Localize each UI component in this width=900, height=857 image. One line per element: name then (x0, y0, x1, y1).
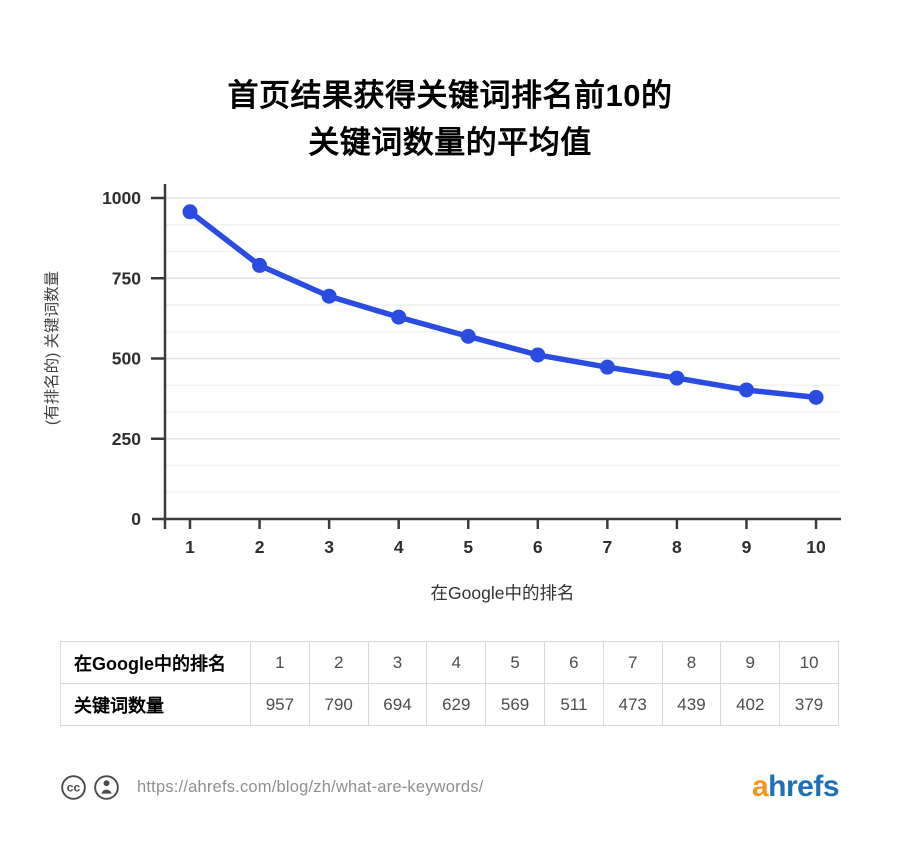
table-cell: 8 (661, 641, 722, 684)
table-row: 在Google中的排名 1 2 3 4 5 6 7 8 9 10 (60, 641, 839, 684)
ahrefs-logo: ahrefs (751, 770, 840, 803)
data-line (187, 209, 819, 401)
chart-title-line1: 首页结果获得关键词排名前10的 (227, 78, 673, 113)
table-cell: 694 (367, 683, 428, 726)
svg-text:cc: cc (67, 780, 81, 794)
table-cell: 790 (308, 683, 369, 726)
table-cell: 439 (661, 683, 722, 726)
gridlines (165, 197, 840, 493)
table-cell: 569 (485, 683, 545, 726)
cc-icon: cc (61, 774, 86, 800)
x-tick-label: 2 (255, 537, 265, 557)
x-tick-label: 6 (533, 537, 543, 557)
table-cell: 6 (543, 641, 604, 684)
data-point (321, 288, 337, 304)
data-point (252, 257, 268, 273)
y-tick-label: 1000 (102, 188, 141, 208)
table-row-label: 关键词数量 (60, 683, 251, 726)
x-tick-label: 3 (324, 537, 334, 557)
table-cell: 957 (250, 683, 310, 726)
x-tick-label: 9 (742, 537, 752, 557)
table-row: 关键词数量 957 790 694 629 569 511 473 439 402 379 (60, 683, 839, 726)
y-tick-label: 500 (112, 349, 141, 369)
y-axis-ticks: 0 250 500 750 1000 (102, 188, 165, 529)
data-point (182, 204, 198, 220)
table-cell: 2 (308, 641, 369, 684)
x-tick-label: 10 (806, 537, 826, 557)
x-axis-ticks: 1 2 3 4 5 6 7 8 9 10 (185, 519, 826, 557)
y-tick-label: 0 (131, 509, 141, 529)
table-cell: 9 (720, 641, 781, 684)
data-table: 在Google中的排名 1 2 3 4 5 6 7 8 9 10 关键词数量 957 790 694 629 5… (60, 641, 839, 726)
x-tick-label: 5 (463, 537, 473, 557)
table-row-label: 在Google中的排名 (60, 641, 251, 684)
table-cell: 5 (485, 641, 545, 684)
x-axis-title: 在Google中的排名 (431, 583, 575, 603)
data-point (530, 347, 546, 363)
data-point (599, 359, 615, 375)
data-point (808, 389, 824, 405)
x-tick-label: 1 (185, 537, 195, 557)
table-cell: 10 (779, 641, 839, 684)
table-cell: 4 (426, 641, 487, 684)
data-point (738, 382, 754, 398)
data-point (669, 370, 685, 386)
table-cell: 3 (367, 641, 428, 684)
ahrefs-logo-a: a (751, 770, 769, 803)
table-cell: 629 (426, 683, 487, 726)
data-point (391, 309, 407, 325)
x-tick-label: 7 (602, 537, 612, 557)
x-tick-label: 4 (394, 537, 404, 557)
line-chart: 0 250 500 750 1000 1 2 3 4 5 6 7 8 9 10 在Google中的排名 (有排名… (43, 184, 841, 603)
x-tick-label: 8 (672, 537, 682, 557)
table-cell: 1 (250, 641, 310, 684)
data-point (460, 328, 476, 344)
table-cell: 511 (543, 683, 604, 726)
chart-title-line2: 关键词数量的平均值 (308, 125, 592, 160)
table-cell: 7 (602, 641, 663, 684)
footer: cc https://ahrefs.com/blog/zh/what-are-k… (60, 771, 839, 803)
table-cell: 473 (602, 683, 663, 726)
ahrefs-logo-hrefs: hrefs (768, 770, 839, 803)
y-tick-label: 750 (112, 268, 141, 288)
y-tick-label: 250 (112, 429, 141, 449)
data-points (182, 204, 824, 405)
by-attribution-icon (94, 774, 119, 800)
table-cell: 402 (720, 683, 781, 726)
y-axis-title: (有排名的) 关键词数量 (43, 271, 61, 425)
source-url[interactable]: https://ahrefs.com/blog/zh/what-are-keyw… (137, 777, 484, 796)
table-cell: 379 (779, 683, 839, 726)
chart-title: 首页结果获得关键词排名前10的 关键词数量的平均值 (0, 72, 900, 166)
